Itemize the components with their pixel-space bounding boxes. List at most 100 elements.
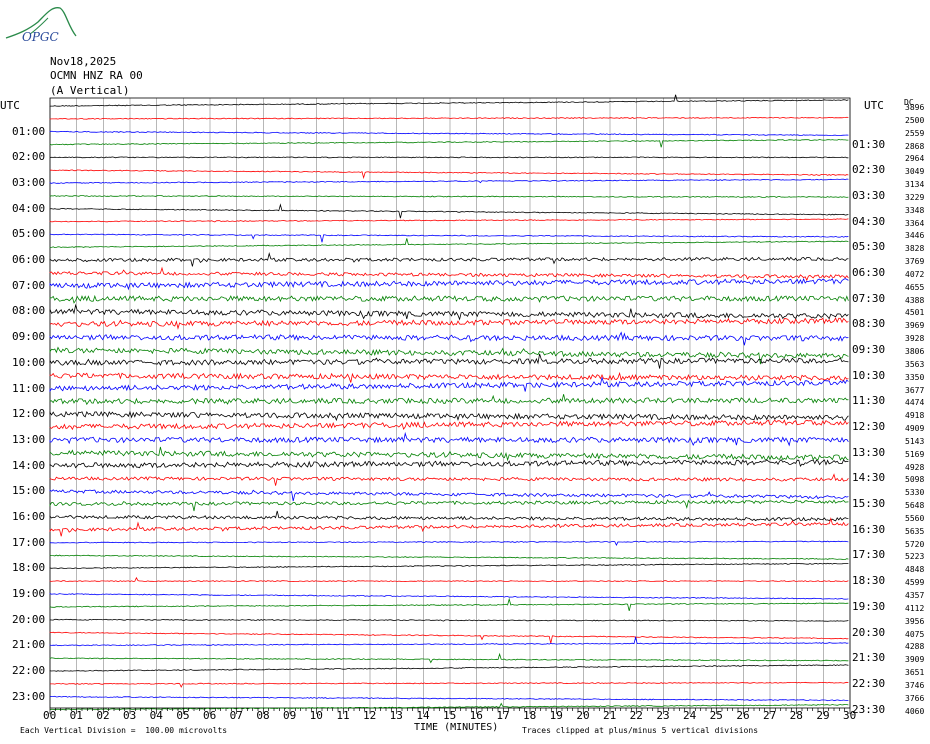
hour-label-right: 06:30: [852, 265, 886, 279]
x-tick-label: 07: [229, 709, 243, 722]
dc-offset-value: 3769: [905, 257, 925, 267]
dc-offset-value: 3896: [905, 103, 925, 112]
seismic-trace: [49, 489, 849, 502]
hour-label-left: 12:00: [12, 407, 46, 421]
hour-label-left: 15:00: [12, 484, 46, 498]
x-axis-title: TIME (MINUTES): [414, 722, 499, 733]
hour-label-left: 10:00: [12, 355, 46, 369]
hour-label-left: 09:00: [12, 330, 46, 344]
hour-label-right: 19:30: [852, 599, 886, 613]
x-tick-label: 13: [389, 709, 403, 722]
header-date: Nov18,2025: [50, 55, 117, 68]
seismic-trace: [49, 554, 849, 560]
hour-label-right: 03:30: [852, 188, 886, 202]
hour-label-left: 18:00: [12, 561, 46, 575]
hour-label-left: 02:00: [12, 150, 46, 164]
dc-offset-value: 4072: [905, 269, 925, 279]
seismic-trace: [49, 618, 849, 622]
dc-offset-value: 3364: [905, 218, 925, 228]
x-tick-label: 20: [576, 709, 590, 722]
hour-label-right: 20:30: [852, 625, 886, 639]
seismic-trace: [49, 593, 849, 600]
seismic-trace: [49, 251, 849, 267]
dc-offset-value: 5635: [905, 526, 925, 536]
seismic-trace: [49, 195, 849, 198]
hour-label-right: 05:30: [852, 240, 886, 254]
seismic-trace: [49, 203, 849, 219]
hour-label-right: 15:30: [852, 497, 886, 511]
dc-offset-value: 3969: [905, 321, 925, 331]
hour-label-right: 10:30: [852, 368, 886, 382]
opgc-logo: OPGC: [5, 7, 77, 44]
seismic-trace: [49, 377, 849, 393]
seismic-trace: [49, 597, 849, 611]
hour-label-right: 11:30: [852, 394, 886, 408]
seismic-trace: [49, 459, 849, 469]
seismic-trace: [49, 410, 849, 422]
seismic-trace: [49, 317, 849, 330]
dc-offset-value: 3348: [905, 205, 925, 215]
seismic-trace: [49, 446, 849, 462]
dc-offset-value: 4388: [905, 295, 925, 305]
dc-offset-value: 2500: [905, 115, 925, 125]
seismic-trace: [49, 138, 849, 148]
seismic-trace: [49, 431, 849, 447]
x-tick-label: 16: [469, 709, 483, 722]
hour-label-left: 01:00: [12, 124, 46, 138]
hour-label-left: 14:00: [12, 458, 46, 472]
dc-offset-value: 3446: [905, 231, 925, 241]
dc-offset-value: 4112: [905, 603, 925, 613]
hour-label-left: 08:00: [12, 304, 46, 318]
dc-offset-value: 4928: [905, 462, 925, 472]
seismic-trace: [49, 353, 849, 369]
x-tick-label: 05: [176, 709, 190, 722]
hour-label-right: 09:30: [852, 343, 886, 356]
seismic-trace: [49, 346, 849, 365]
seismic-trace: [49, 499, 849, 512]
seismic-trace: [49, 631, 849, 644]
dc-offset-value: 2964: [905, 154, 925, 164]
dc-offset-value: 5169: [905, 449, 925, 459]
right-axis-title: UTC: [864, 99, 884, 112]
trace-lines: [49, 94, 849, 711]
seismic-trace: [49, 294, 849, 304]
seismic-trace: [49, 169, 849, 180]
dc-header: DC: [904, 98, 914, 107]
hour-label-left: 16:00: [12, 509, 46, 523]
hour-label-left: 23:00: [12, 689, 46, 703]
dc-offset-value: 5223: [905, 552, 925, 562]
x-tick-label: 03: [123, 709, 137, 722]
hour-label-left: 21:00: [12, 638, 46, 652]
header-station: OCMN HNZ RA 00: [50, 69, 143, 82]
dc-offset-value: 3766: [905, 693, 925, 703]
hour-label-right: 18:30: [852, 574, 886, 588]
seismic-trace: [49, 517, 849, 537]
hour-label-right: 16:30: [852, 522, 886, 536]
dc-offset-value: 3229: [905, 192, 925, 202]
seismic-trace: [49, 266, 849, 282]
seismic-trace: [49, 510, 849, 522]
seismic-trace: [49, 664, 849, 672]
x-tick-label: 26: [736, 709, 750, 722]
seismic-trace: [49, 156, 849, 159]
seismic-trace: [49, 371, 849, 383]
hour-label-right: 21:30: [852, 651, 886, 665]
hour-label-left: 19:00: [12, 587, 46, 600]
hour-label-left: 05:00: [12, 227, 46, 241]
dc-offset-value: 3563: [905, 359, 925, 369]
dc-offset-value: 4599: [905, 578, 925, 588]
seismic-trace: [49, 94, 849, 107]
seismic-trace: [49, 702, 849, 711]
x-tick-label: 18: [523, 709, 537, 722]
dc-offset-value: 3928: [905, 334, 925, 344]
x-tick-label: 04: [149, 709, 163, 722]
x-tick-label: 25: [709, 709, 723, 722]
dc-offset-value: 4474: [905, 398, 925, 408]
dc-offset-value: 3677: [905, 385, 925, 395]
header-component: (A Vertical): [50, 84, 130, 97]
dc-offset-value: 4501: [905, 308, 925, 318]
x-tick-label: 29: [816, 709, 830, 722]
hour-label-right: 12:30: [852, 420, 886, 434]
hour-label-right: 23:30: [852, 702, 886, 716]
dc-offset-value: 4060: [905, 706, 925, 716]
